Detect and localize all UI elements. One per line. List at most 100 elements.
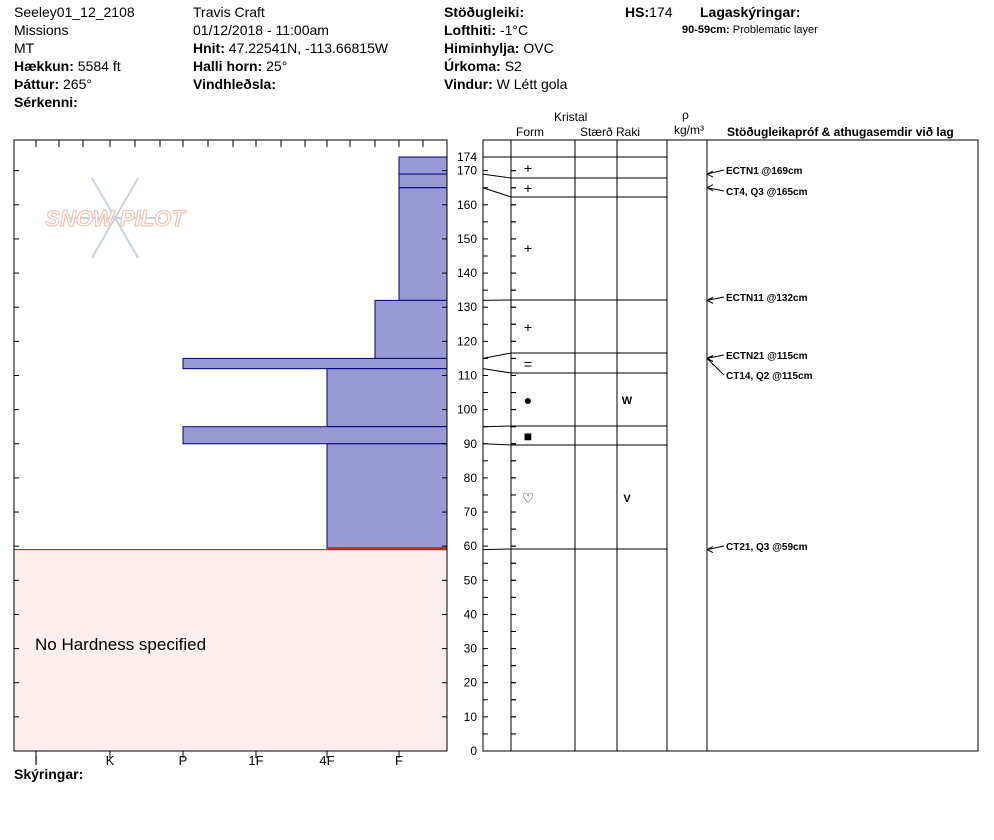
- sky-label: Himinhylja:: [444, 40, 520, 56]
- aspect-label: Þáttur:: [14, 76, 60, 92]
- depth-label: 160: [457, 198, 477, 212]
- hardness-bar-3: [374, 299, 448, 359]
- grain-form: ●: [524, 392, 532, 408]
- logo-text: SNOW PILOT: [45, 206, 186, 231]
- layer-connector: [482, 548, 512, 551]
- layer-connector: [482, 443, 512, 446]
- range-name: Missions: [14, 22, 69, 38]
- depth-label: 40: [464, 607, 478, 621]
- depth-label: 130: [457, 300, 477, 314]
- test-arrow: [706, 170, 714, 178]
- depth-label: 70: [464, 505, 478, 519]
- hardness-label-1F: 1F: [248, 753, 263, 768]
- snowflake-arm: [114, 217, 139, 259]
- hs-value: 174: [649, 4, 673, 20]
- sky-value: OVC: [523, 40, 554, 56]
- test-leader: [706, 358, 725, 376]
- grain-form: ■: [524, 428, 532, 444]
- coords-value: 47.22541N, -113.66815W: [228, 40, 389, 56]
- depth-label: 90: [464, 437, 478, 451]
- hardness-label-I: I: [34, 753, 38, 768]
- coordinates: Hnit: 47.22541N, -113.66815W: [193, 40, 388, 56]
- depth-label: 100: [457, 403, 477, 417]
- layer-connector: [482, 173, 512, 179]
- notes-label: Skýringar:: [14, 766, 84, 782]
- test-arrow: [706, 546, 714, 554]
- header-size: Stærð: [580, 125, 613, 139]
- hardness-bar-5: [326, 368, 448, 428]
- depth-label: 10: [464, 710, 478, 724]
- precip-value: S2: [504, 58, 522, 74]
- hardness-bar-2: [398, 187, 448, 301]
- no-hardness-text: No Hardness specified: [35, 635, 206, 654]
- elevation-label: Hækkun:: [14, 58, 74, 74]
- depth-label: 50: [464, 573, 478, 587]
- test-leader: [706, 545, 725, 551]
- legend-title: Lagaskýringar:: [700, 4, 800, 20]
- snowflake-arm: [91, 217, 116, 259]
- test-leader: [706, 169, 725, 175]
- wind-loading-label: Vindhleðsla:: [193, 76, 276, 92]
- hardness-bar-7: [326, 443, 448, 551]
- grain-form: +: [524, 319, 532, 335]
- slope: Halli horn: 25°: [193, 58, 287, 74]
- hardness-bar-4: [182, 357, 448, 370]
- precipitation: Úrkoma: S2: [444, 58, 522, 74]
- precip-label: Úrkoma:: [444, 58, 501, 74]
- slope-label: Halli horn:: [193, 58, 263, 74]
- coords-label: Hnit:: [193, 40, 225, 56]
- depth-label: 110: [458, 368, 477, 382]
- depth-label: 120: [457, 334, 477, 348]
- layer-connector: [482, 425, 512, 428]
- layer-connector: [482, 368, 512, 374]
- air-temp-label: Lofthiti:: [444, 22, 497, 38]
- wind-label: Vindur:: [444, 76, 493, 92]
- depth-label: 60: [464, 539, 478, 553]
- depth-label: 174: [457, 150, 477, 164]
- hardness-frame: [13, 139, 448, 752]
- air-temp-value: -1°C: [499, 22, 529, 38]
- snowpilot-logo: SNOW PILOT: [45, 177, 187, 259]
- legend-entry: 90-59cm: Problematic layer: [682, 24, 818, 36]
- legend-text: Problematic layer: [732, 24, 818, 36]
- hardness-label-K: K: [106, 753, 115, 768]
- slope-value: 25°: [266, 58, 288, 74]
- wind-value: W Létt gola: [496, 76, 568, 92]
- features: Sérkenni:: [14, 94, 78, 110]
- header-form: Form: [516, 125, 544, 139]
- table-frame: [482, 139, 979, 752]
- state-name: MT: [14, 40, 35, 56]
- hardness-bar-6: [182, 426, 448, 445]
- snowflake-arm: [114, 177, 139, 219]
- stability-test: ECTN1 @169cm: [726, 166, 803, 177]
- test-leader: [706, 187, 725, 192]
- aspect: Þáttur: 265°: [14, 76, 92, 92]
- observer: Travis Craft: [193, 4, 265, 20]
- stability-test: CT14, Q2 @115cm: [726, 371, 813, 382]
- depth-label: 140: [457, 266, 477, 280]
- test-arrow: [706, 354, 714, 362]
- aspect-value: 265°: [63, 76, 92, 92]
- grain-form: +: [524, 180, 532, 196]
- header-tests: Stöðugleikapróf & athugasemdir við lag: [727, 125, 954, 139]
- depth-label: 150: [457, 232, 477, 246]
- layer-connector: [482, 352, 512, 359]
- notes: Skýringar:: [14, 766, 83, 782]
- header-kristal: Kristal: [554, 110, 588, 124]
- elevation-value: 5584 ft: [77, 58, 121, 74]
- snow-height: HS:174: [625, 4, 672, 20]
- depth-label: 0: [470, 744, 477, 758]
- legend-label: Lagaskýringar:: [700, 4, 801, 20]
- header-density-unit: kg/m³: [674, 123, 704, 137]
- stability-label: Stöðugleiki:: [444, 4, 525, 20]
- hardness-bar-1: [398, 173, 448, 189]
- depth-label: 170: [457, 164, 477, 178]
- header-rho: ρ: [682, 108, 689, 122]
- test-leader: [706, 296, 725, 301]
- grain-form: +: [524, 240, 532, 256]
- header-raki: Raki: [616, 125, 641, 139]
- stability: Stöðugleiki:: [444, 4, 524, 20]
- datetime: 01/12/2018 - 11:00am: [193, 22, 329, 38]
- no-hardness-region: [14, 549, 447, 751]
- depth-label: 20: [464, 676, 478, 690]
